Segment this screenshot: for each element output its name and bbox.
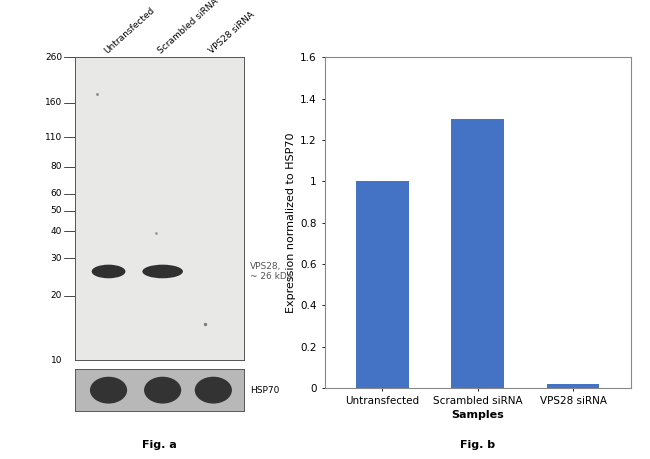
Ellipse shape xyxy=(92,265,125,278)
Text: 160: 160 xyxy=(45,98,62,107)
Text: Fig. b: Fig. b xyxy=(460,440,495,450)
Bar xyxy=(356,181,409,388)
Ellipse shape xyxy=(142,265,183,278)
Bar xyxy=(452,119,504,388)
Ellipse shape xyxy=(195,377,232,403)
Text: 10: 10 xyxy=(51,356,62,365)
Text: VPS28 siRNA: VPS28 siRNA xyxy=(207,10,256,55)
Ellipse shape xyxy=(144,377,181,403)
Text: 260: 260 xyxy=(45,53,62,62)
Text: 80: 80 xyxy=(51,162,62,172)
X-axis label: Samples: Samples xyxy=(451,410,504,420)
Text: 50: 50 xyxy=(51,206,62,215)
Ellipse shape xyxy=(90,377,127,403)
Bar xyxy=(547,384,599,388)
Text: Fig. a: Fig. a xyxy=(142,440,177,450)
Text: Scrambled siRNA: Scrambled siRNA xyxy=(157,0,220,55)
Text: 20: 20 xyxy=(51,291,62,300)
Text: VPS28,
~ 26 kDa: VPS28, ~ 26 kDa xyxy=(250,262,292,281)
Y-axis label: Expression normalized to HSP70: Expression normalized to HSP70 xyxy=(286,132,296,313)
Text: 40: 40 xyxy=(51,227,62,236)
Text: HSP70: HSP70 xyxy=(250,386,280,395)
Text: 60: 60 xyxy=(51,189,62,198)
Text: Untransfected: Untransfected xyxy=(103,6,157,55)
Text: 30: 30 xyxy=(51,254,62,263)
Text: 110: 110 xyxy=(45,133,62,142)
